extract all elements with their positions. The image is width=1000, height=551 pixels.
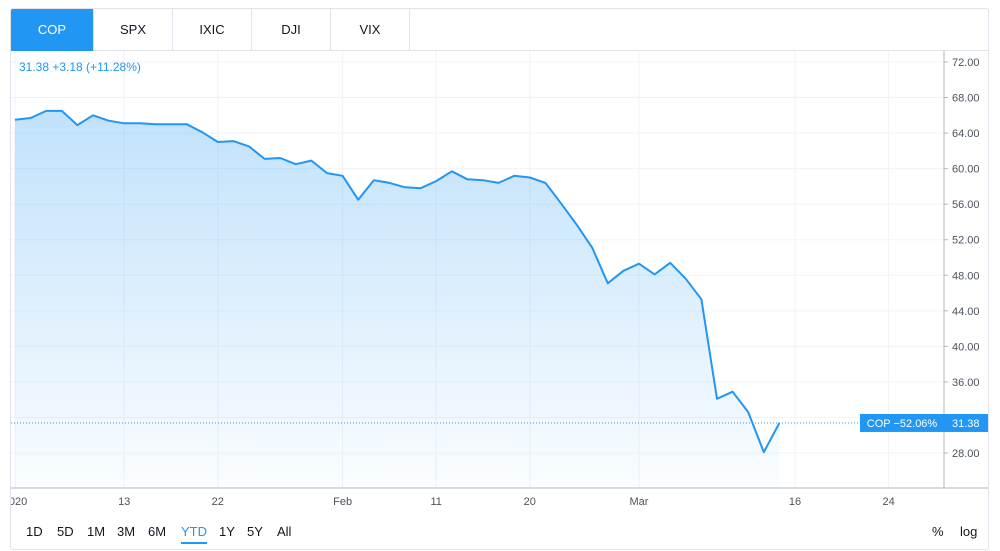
range-button[interactable]: 6M — [148, 524, 167, 539]
range-button[interactable]: YTD — [181, 524, 207, 544]
range-button[interactable]: 3M — [117, 524, 136, 539]
range-button[interactable]: 1Y — [219, 524, 235, 539]
price-tag-box — [860, 413, 944, 432]
symbol-tab[interactable]: VIX — [331, 9, 410, 51]
y-tick-label: 52.00 — [952, 235, 980, 247]
range-bar: 1D 5D 1M 3M 6M YTD 1Y 5Y All% log — [11, 521, 988, 547]
x-tick-label: Feb — [333, 496, 352, 508]
y-tick-label: 60.00 — [952, 164, 980, 176]
y-tick-label: 68.00 — [952, 93, 980, 105]
x-tick-label: 13 — [118, 496, 130, 508]
symbol-tab[interactable]: DJI — [252, 9, 331, 51]
line — [14, 109, 781, 454]
symbol-tab[interactable]: COP — [11, 9, 94, 51]
price-label: 31.38 — [952, 418, 980, 430]
axes: 28.0032.0036.0040.0044.0048.0052.0056.00… — [11, 51, 988, 489]
x-tick-label: 22 — [212, 496, 224, 508]
chart: 20201322Feb1120Mar1624 28.0032.0036.0040… — [11, 51, 988, 508]
area-fill — [15, 110, 780, 489]
symbol-tabs: COP SPX IXIC DJI VIX — [11, 9, 988, 51]
range-button[interactable]: All — [277, 524, 292, 539]
price-tag: COP −52.06% — [867, 418, 938, 430]
y-tick-label: 56.00 — [952, 199, 980, 211]
x-tick-label: 11 — [430, 496, 441, 508]
quote: 31.38 +3.18 (+11.28%) — [19, 60, 141, 74]
y-tick-label: 40.00 — [952, 341, 980, 353]
x-tick-label: 24 — [882, 496, 894, 508]
scale-button[interactable]: log — [960, 524, 978, 539]
symbol-tab[interactable]: IXIC — [173, 9, 252, 51]
range-button[interactable]: 5D — [57, 524, 74, 539]
x-tick-label: Mar — [630, 496, 649, 508]
y-tick-label: 64.00 — [952, 128, 980, 140]
y-tick-label: 44.00 — [952, 306, 980, 318]
range-button[interactable]: 1M — [87, 524, 106, 539]
x-tick-label: 2020 — [11, 496, 27, 508]
y-tick-label: 48.00 — [952, 270, 980, 282]
price-label-box — [944, 413, 988, 432]
scale-button[interactable]: % — [932, 524, 944, 539]
plot-area: 2020 13 22 Feb 11 20 Mar 16 24 — [11, 109, 944, 508]
range-button[interactable]: 1D — [26, 524, 43, 539]
y-tick-label: 72.00 — [952, 57, 980, 69]
symbol-tab[interactable]: SPX — [94, 9, 173, 51]
y-tick-label: 28.00 — [952, 448, 980, 460]
y-tick-label: 36.00 — [952, 377, 980, 389]
range-button[interactable]: 5Y — [247, 524, 263, 539]
x-tick-label: 20 — [524, 496, 536, 508]
x-tick-label: 16 — [789, 496, 801, 508]
